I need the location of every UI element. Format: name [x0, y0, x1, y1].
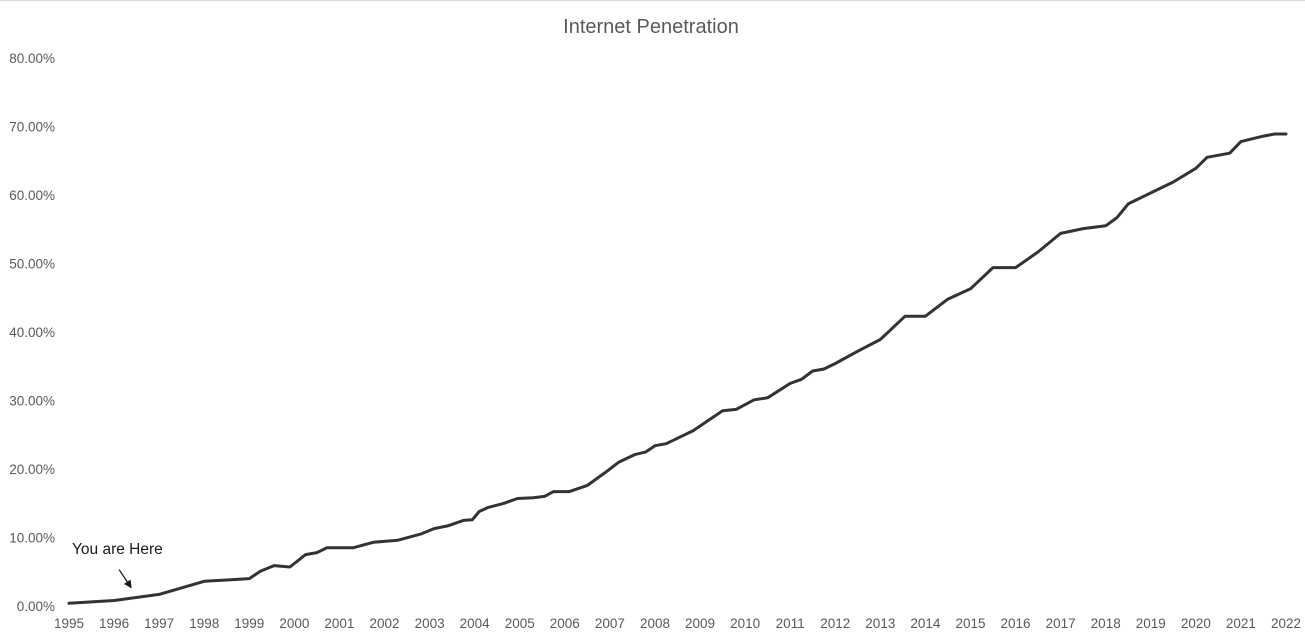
x-tick-label: 2000	[279, 616, 309, 631]
y-tick-label: 30.00%	[9, 394, 55, 409]
x-tick-label: 2020	[1181, 616, 1211, 631]
x-tick-label: 2018	[1091, 616, 1121, 631]
x-tick-label: 2022	[1271, 616, 1301, 631]
x-tick-label: 2016	[1001, 616, 1031, 631]
x-tick-label: 2010	[730, 616, 760, 631]
y-tick-label: 70.00%	[9, 120, 55, 135]
x-tick-label: 2015	[955, 616, 985, 631]
x-tick-label: 2014	[910, 616, 941, 631]
x-tick-label: 2005	[505, 616, 535, 631]
annotation-arrow	[118, 569, 132, 589]
x-tick-label: 2001	[324, 616, 354, 631]
series-line	[67, 132, 1288, 605]
series-layer	[67, 132, 1288, 605]
x-tick-label: 2003	[415, 616, 445, 631]
y-tick-label: 10.00%	[9, 531, 55, 546]
y-tick-label: 40.00%	[9, 325, 55, 340]
x-tick-label: 2021	[1226, 616, 1256, 631]
x-tick-label: 1996	[99, 616, 129, 631]
annotation-layer: You are Here	[72, 541, 163, 589]
x-tick-label: 2009	[685, 616, 715, 631]
x-tick-label: 2002	[369, 616, 399, 631]
x-tick-label: 1998	[189, 616, 219, 631]
x-tick-label: 2004	[460, 616, 491, 631]
x-tick-label: 2017	[1046, 616, 1076, 631]
x-tick-label: 2013	[865, 616, 895, 631]
y-tick-label: 80.00%	[9, 51, 55, 66]
y-tick-label: 20.00%	[9, 462, 55, 477]
x-axis: 1995 1996 1997 1998 1999 2000 2001 2002 2003 2004…	[54, 616, 1301, 631]
x-tick-label: 2012	[820, 616, 850, 631]
y-tick-label: 0.00%	[17, 599, 55, 614]
x-tick-label: 1995	[54, 616, 84, 631]
y-tick-label: 60.00%	[9, 188, 55, 203]
x-tick-label: 2008	[640, 616, 670, 631]
x-tick-label: 2019	[1136, 616, 1166, 631]
y-tick-label: 50.00%	[9, 257, 55, 272]
x-tick-label: 2007	[595, 616, 625, 631]
chart-title: Internet Penetration	[563, 16, 739, 38]
x-tick-label: 2011	[776, 616, 805, 631]
x-tick-label: 1997	[144, 616, 174, 631]
x-tick-label: 2006	[550, 616, 580, 631]
y-axis: 0.00% 10.00% 20.00% 30.00% 40.00% 50.00% 60.00…	[9, 51, 55, 614]
annotation-text: You are Here	[72, 541, 163, 558]
x-tick-label: 1999	[234, 616, 264, 631]
